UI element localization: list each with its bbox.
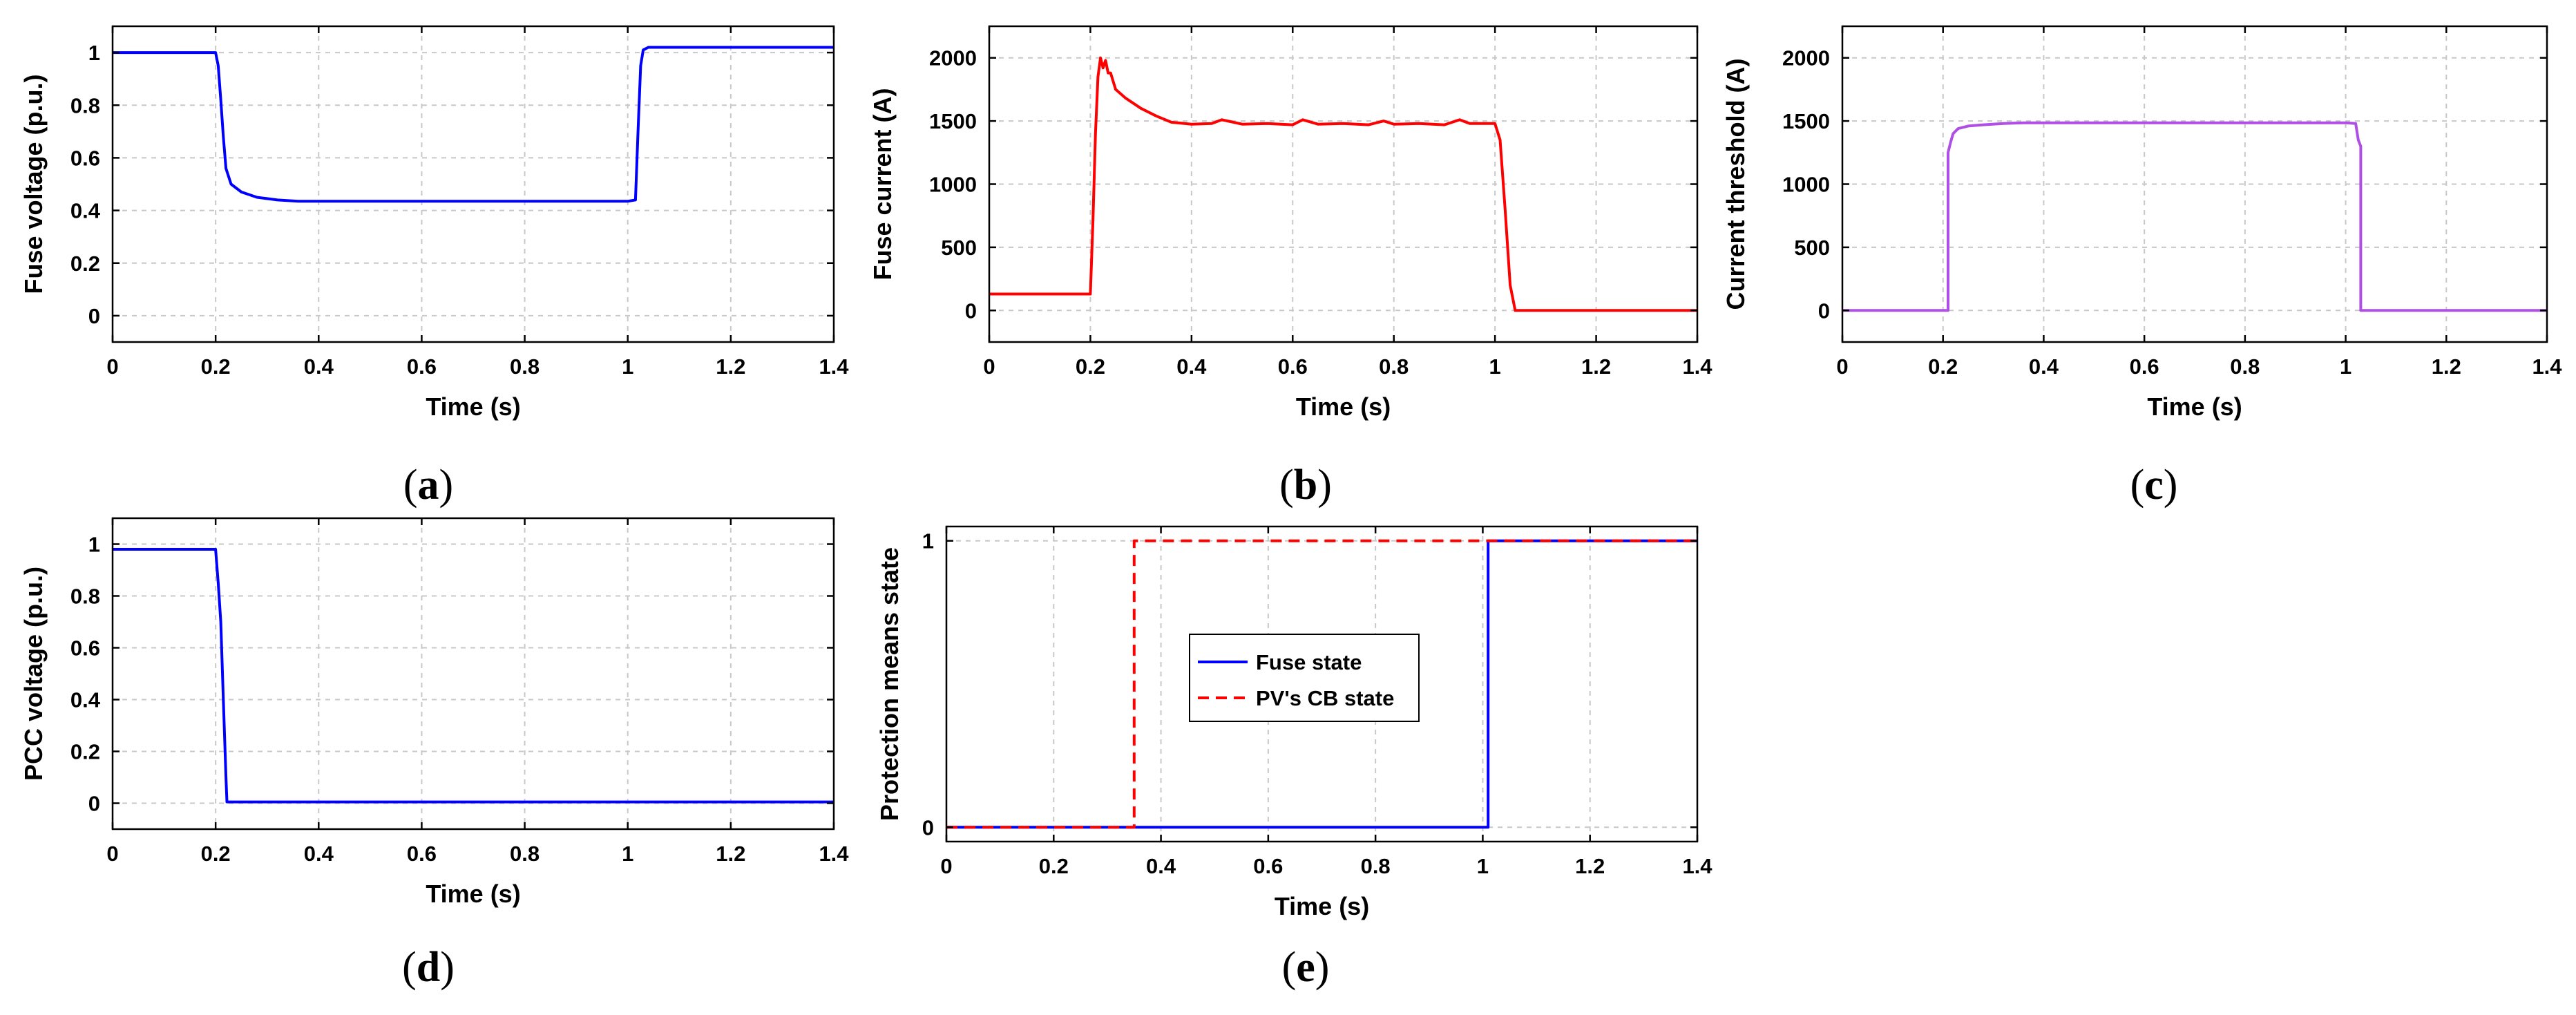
y-axis-label: Current threshold (A) xyxy=(1721,59,1750,310)
y-tick-label: 1500 xyxy=(929,109,977,133)
x-tick-label: 0.6 xyxy=(1278,354,1308,379)
panel-label: (e) xyxy=(1282,944,1330,991)
series-line-pv-s-cb-state xyxy=(946,539,1697,829)
y-tick-label: 0 xyxy=(922,815,934,839)
y-tick-label: 0 xyxy=(1818,298,1830,323)
x-tick-label: 1.2 xyxy=(1581,354,1611,379)
plot-frame xyxy=(945,525,1699,843)
chart-e: 0 0.2 0.4 0.6 0.8 1 1.2 1.4 0 1 Time (s) Protection… xyxy=(875,525,1712,991)
x-tick-label: 0.4 xyxy=(304,354,334,379)
x-tick-label: 0.4 xyxy=(304,842,334,866)
series-line-current-threshold xyxy=(1842,121,2547,312)
series-line-fuse-voltage xyxy=(113,46,834,203)
y-tick-label: 0 xyxy=(88,792,100,816)
x-tick-label: 0.6 xyxy=(1253,854,1283,878)
x-tick-label: 1 xyxy=(2340,354,2351,379)
y-tick-label: 0.2 xyxy=(70,740,100,764)
x-tick-label: 1 xyxy=(1477,854,1489,878)
series-line-pcc-voltage xyxy=(113,548,834,804)
x-tick-label: 1 xyxy=(1489,354,1501,379)
x-tick-label: 0.2 xyxy=(201,354,231,379)
x-tick-label: 0.8 xyxy=(1379,354,1409,379)
y-tick-label: 2000 xyxy=(929,46,977,70)
y-tick-label: 500 xyxy=(941,236,977,260)
x-tick-label: 1.4 xyxy=(1682,854,1712,878)
plot-frame xyxy=(111,25,835,343)
y-axis-label: Fuse current (A) xyxy=(868,88,897,280)
x-axis-label: Time (s) xyxy=(1296,392,1391,421)
panel-label: (d) xyxy=(402,944,455,991)
y-tick-label: 0.4 xyxy=(70,688,101,712)
x-tick-label: 0 xyxy=(1836,354,1848,379)
x-tick-label: 0.8 xyxy=(1361,854,1391,878)
y-tick-label: 1500 xyxy=(1782,109,1830,133)
y-tick-label: 0 xyxy=(965,298,977,323)
x-tick-label: 1.4 xyxy=(819,842,849,866)
y-axis-label: PCC voltage (p.u.) xyxy=(19,567,48,781)
x-tick-label: 1.2 xyxy=(1575,854,1605,878)
legend-entry: PV's CB state xyxy=(1256,686,1394,710)
series-line-fuse-current xyxy=(989,56,1697,312)
y-tick-label: 0.8 xyxy=(70,585,100,609)
chart-a: 0 0.2 0.4 0.6 0.8 1 1.2 1.4 0 0.2 0.4 0.6 0.8 1 Time (… xyxy=(19,25,849,509)
y-tick-label: 1000 xyxy=(1782,173,1830,197)
y-tick-label: 500 xyxy=(1794,236,1830,260)
x-tick-label: 1.2 xyxy=(716,842,745,866)
x-axis-label: Time (s) xyxy=(426,880,520,908)
x-tick-label: 0.2 xyxy=(201,842,231,866)
x-tick-label: 0.2 xyxy=(1076,354,1105,379)
x-tick-label: 0.6 xyxy=(407,842,437,866)
chart-b: 0 0.2 0.4 0.6 0.8 1 1.2 1.4 0 500 1000 1500 2000 Time… xyxy=(868,25,1712,509)
panel-label: (a) xyxy=(403,462,453,509)
y-tick-label: 1 xyxy=(922,529,934,553)
x-tick-label: 0.8 xyxy=(510,354,540,379)
y-axis-label: Protection means state xyxy=(875,547,904,821)
panel-label: (b) xyxy=(1279,462,1332,509)
x-tick-label: 1 xyxy=(622,842,633,866)
x-tick-label: 0.4 xyxy=(2029,354,2059,379)
x-tick-label: 1.2 xyxy=(716,354,745,379)
y-tick-label: 2000 xyxy=(1782,46,1830,70)
y-axis-label: Fuse voltage (p.u.) xyxy=(19,74,48,294)
y-tick-label: 0.6 xyxy=(70,636,100,661)
y-tick-label: 0.4 xyxy=(70,199,101,223)
x-tick-label: 0 xyxy=(106,842,118,866)
x-tick-label: 1.2 xyxy=(2432,354,2461,379)
chart-c: 0 0.2 0.4 0.6 0.8 1 1.2 1.4 0 500 1000 1500 2000 Time… xyxy=(1721,25,2562,509)
x-tick-label: 0.2 xyxy=(1928,354,1958,379)
x-tick-label: 0 xyxy=(940,854,952,878)
x-tick-label: 1 xyxy=(622,354,633,379)
x-tick-label: 0 xyxy=(983,354,995,379)
y-tick-label: 1000 xyxy=(929,173,977,197)
x-tick-label: 0.2 xyxy=(1039,854,1069,878)
legend-box xyxy=(1189,634,1420,722)
x-tick-label: 0.6 xyxy=(2130,354,2159,379)
x-tick-label: 1.4 xyxy=(819,354,849,379)
y-tick-label: 0.8 xyxy=(70,93,100,117)
y-tick-label: 1 xyxy=(88,41,100,65)
y-tick-label: 0 xyxy=(88,304,100,328)
y-tick-label: 1 xyxy=(88,533,100,557)
x-tick-label: 0.4 xyxy=(1176,354,1207,379)
x-tick-label: 1.4 xyxy=(1682,354,1712,379)
x-axis-label: Time (s) xyxy=(426,392,520,421)
series-line-fuse-state xyxy=(946,539,1697,829)
x-tick-label: 0.4 xyxy=(1146,854,1176,878)
chart-d: 0 0.2 0.4 0.6 0.8 1 1.2 1.4 0 0.2 0.4 0.6 0.8 1 Time (… xyxy=(19,517,849,991)
y-tick-label: 0.2 xyxy=(70,252,100,276)
legend-entry: Fuse state xyxy=(1256,650,1362,674)
x-axis-label: Time (s) xyxy=(2147,392,2242,421)
x-tick-label: 0.8 xyxy=(510,842,540,866)
x-tick-label: 0 xyxy=(106,354,118,379)
x-tick-label: 0.8 xyxy=(2230,354,2260,379)
x-tick-label: 0.6 xyxy=(407,354,437,379)
panel-label: (c) xyxy=(2130,462,2178,509)
x-axis-label: Time (s) xyxy=(1275,892,1369,920)
plot-frame xyxy=(111,517,835,831)
y-tick-label: 0.6 xyxy=(70,146,100,170)
legend: Fuse state PV's CB state xyxy=(1189,634,1420,722)
x-tick-label: 1.4 xyxy=(2532,354,2562,379)
